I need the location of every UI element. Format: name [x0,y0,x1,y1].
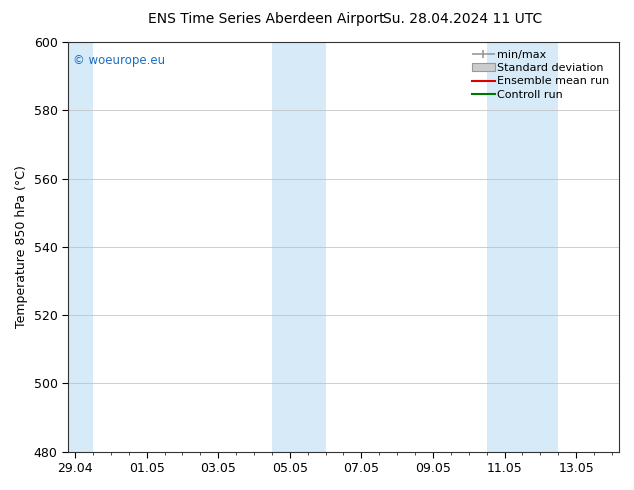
Bar [487,42,558,452]
Text: ENS Time Series Aberdeen Airport: ENS Time Series Aberdeen Airport [148,12,385,26]
Text: Su. 28.04.2024 11 UTC: Su. 28.04.2024 11 UTC [383,12,543,26]
Legend: min/max, Standard deviation, Ensemble mean run, Controll run: min/max, Standard deviation, Ensemble me… [470,48,614,102]
Bar [68,42,93,452]
Y-axis label: Temperature 850 hPa (°C): Temperature 850 hPa (°C) [15,166,28,328]
Bar [272,42,326,452]
Text: © woeurope.eu: © woeurope.eu [74,54,165,67]
